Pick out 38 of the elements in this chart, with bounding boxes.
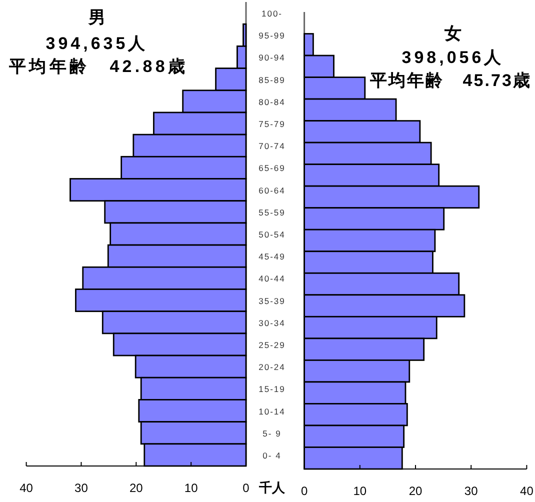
x-tick-label: 20 xyxy=(408,484,422,498)
annotation: 平均年齢 42.88歳 xyxy=(8,57,185,76)
y-tick-label: 60-64 xyxy=(258,185,286,196)
x-tick-label: 40 xyxy=(20,481,34,495)
x-tick-label: 30 xyxy=(74,481,88,495)
y-tick-label: 45-49 xyxy=(258,252,286,262)
y-tick-label: 40-44 xyxy=(258,274,286,284)
text: 女 xyxy=(444,24,462,43)
y-tick-label: 75-79 xyxy=(258,119,286,130)
y-tick-label: 25-29 xyxy=(258,340,286,350)
x-axis-title: 千人 xyxy=(258,480,286,495)
y-tick-label: 65-69 xyxy=(258,163,286,174)
x-tick-label: 20 xyxy=(129,481,144,495)
x-tick-label: 30 xyxy=(464,484,478,498)
y-tick-label: 80-84 xyxy=(258,96,286,107)
y-tick-label: 20-24 xyxy=(258,362,286,372)
annotation: 平均年齢 45.73歳 xyxy=(369,71,530,90)
y-tick-label: 10-14 xyxy=(258,406,286,416)
y-tick-label: 100- xyxy=(261,8,283,19)
x-tick-label: 10 xyxy=(184,481,198,495)
y-tick-label: 55-59 xyxy=(258,207,286,218)
x-tick-label: 40 xyxy=(520,484,534,498)
y-tick-label: 5- 9 xyxy=(262,428,282,438)
text: 394,635人 xyxy=(46,34,148,53)
y-tick-label: 90-94 xyxy=(258,52,286,63)
x-tick-label: 10 xyxy=(353,484,367,498)
x-tick-label: 0 xyxy=(242,481,250,495)
y-tick-label: 35-39 xyxy=(258,296,286,306)
y-tick-label: 70-74 xyxy=(258,141,286,152)
text: 398,056人 xyxy=(402,48,504,67)
y-tick-label: 85-89 xyxy=(258,74,286,85)
chart-title: 男 xyxy=(88,8,106,27)
y-tick-label: 30-34 xyxy=(258,318,286,328)
y-tick-label: 0- 4 xyxy=(262,450,282,460)
y-tick-label: 15-19 xyxy=(258,384,286,394)
y-tick-label: 50-54 xyxy=(258,230,286,240)
y-tick-label: 95-99 xyxy=(258,30,286,41)
x-tick-label: 0 xyxy=(300,484,308,498)
